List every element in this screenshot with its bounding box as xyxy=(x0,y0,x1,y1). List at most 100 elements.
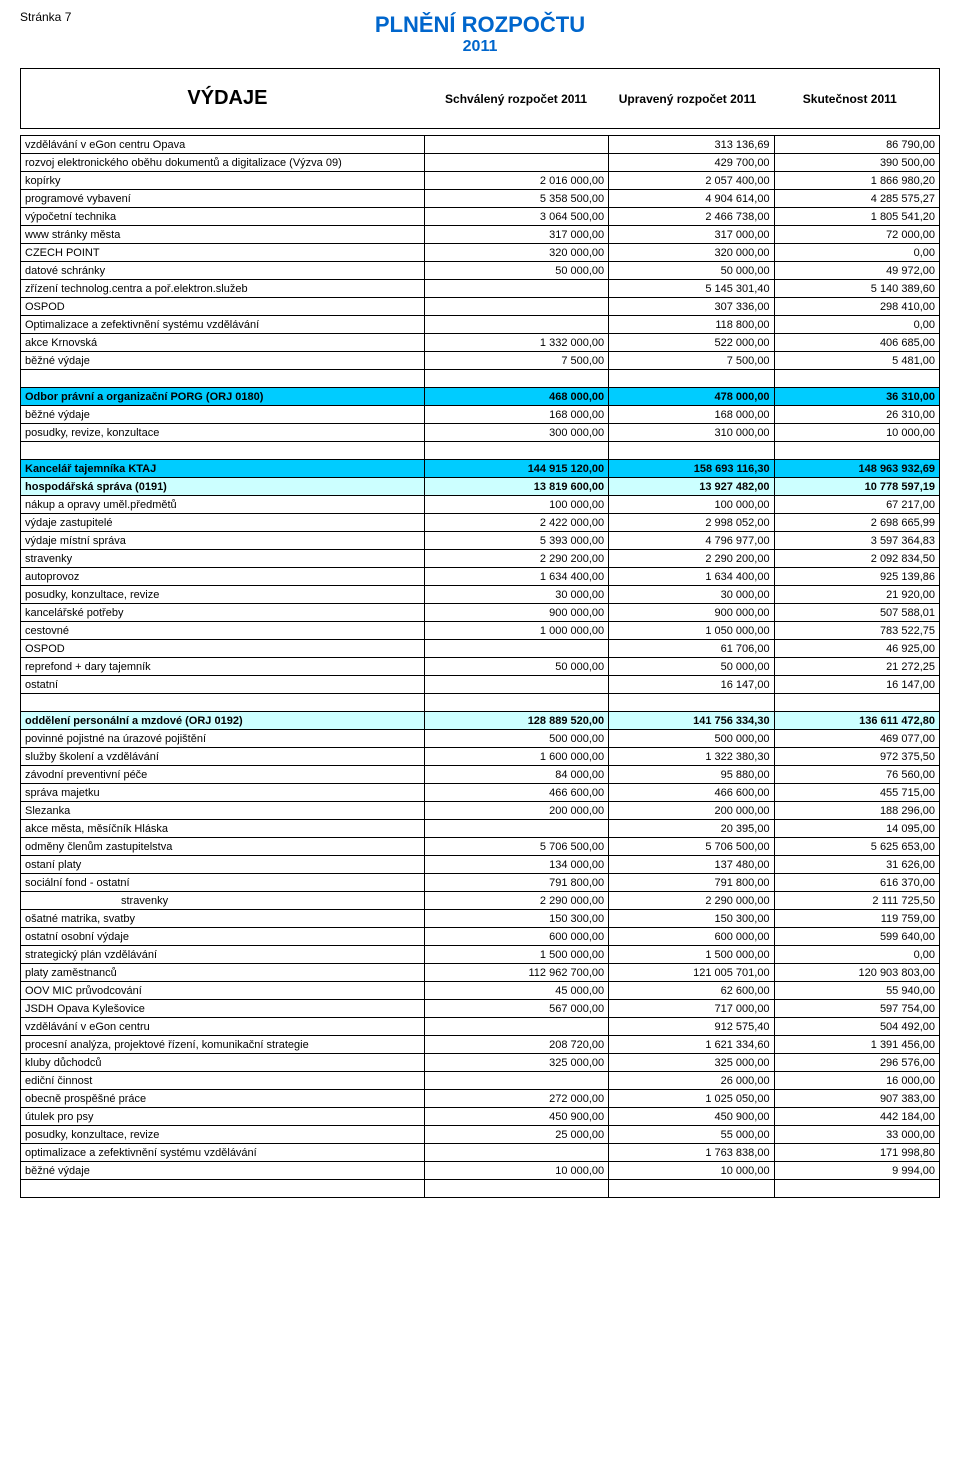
header-schvaleny: Schválený rozpočet 2011 xyxy=(426,87,606,110)
row-label: zřízení technolog.centra a poř.elektron.… xyxy=(21,280,425,298)
table-row xyxy=(21,1180,940,1198)
row-label: Slezanka xyxy=(21,802,425,820)
table-row: ediční činnost26 000,0016 000,00 xyxy=(21,1072,940,1090)
row-label: strategický plán vzdělávání xyxy=(21,946,425,964)
row-col1: 150 300,00 xyxy=(425,910,609,928)
table-row: výdaje zastupitelé2 422 000,002 998 052,… xyxy=(21,514,940,532)
row-col3: 455 715,00 xyxy=(774,784,939,802)
row-col2: 137 480,00 xyxy=(609,856,774,874)
table-row: CZECH POINT320 000,00320 000,000,00 xyxy=(21,244,940,262)
table-row: posudky, konzultace, revize30 000,0030 0… xyxy=(21,586,940,604)
row-col1: 200 000,00 xyxy=(425,802,609,820)
table-row: JSDH Opava Kylešovice567 000,00717 000,0… xyxy=(21,1000,940,1018)
row-col3: 504 492,00 xyxy=(774,1018,939,1036)
row-col1 xyxy=(425,640,609,658)
row-col2: 1 050 000,00 xyxy=(609,622,774,640)
table-row: reprefond + dary tajemník50 000,0050 000… xyxy=(21,658,940,676)
row-col1: 1 600 000,00 xyxy=(425,748,609,766)
row-col1: 128 889 520,00 xyxy=(425,712,609,730)
row-col1 xyxy=(425,820,609,838)
row-col2: 522 000,00 xyxy=(609,334,774,352)
table-row: akce Krnovská1 332 000,00522 000,00406 6… xyxy=(21,334,940,352)
row-col3: 296 576,00 xyxy=(774,1054,939,1072)
row-col1 xyxy=(425,1072,609,1090)
row-col3: 4 285 575,27 xyxy=(774,190,939,208)
row-col3: 86 790,00 xyxy=(774,136,939,154)
table-row: služby školení a vzdělávání1 600 000,001… xyxy=(21,748,940,766)
row-col2: 2 057 400,00 xyxy=(609,172,774,190)
row-col2: 100 000,00 xyxy=(609,496,774,514)
table-row: zřízení technolog.centra a poř.elektron.… xyxy=(21,280,940,298)
row-label: Optimalizace a zefektivnění systému vzdě… xyxy=(21,316,425,334)
row-label: kluby důchodců xyxy=(21,1054,425,1072)
row-col2: 10 000,00 xyxy=(609,1162,774,1180)
row-col2: 320 000,00 xyxy=(609,244,774,262)
row-col3: 5 481,00 xyxy=(774,352,939,370)
row-label: ostatní osobní výdaje xyxy=(21,928,425,946)
row-col1: 1 000 000,00 xyxy=(425,622,609,640)
row-col1: 320 000,00 xyxy=(425,244,609,262)
row-label: hospodářská správa (0191) xyxy=(21,478,425,496)
row-col3: 0,00 xyxy=(774,316,939,334)
row-col3: 31 626,00 xyxy=(774,856,939,874)
row-col1 xyxy=(425,136,609,154)
row-col2: 62 600,00 xyxy=(609,982,774,1000)
row-col2: 429 700,00 xyxy=(609,154,774,172)
table-row: správa majetku466 600,00466 600,00455 71… xyxy=(21,784,940,802)
row-col1: 5 358 500,00 xyxy=(425,190,609,208)
row-col2: 5 706 500,00 xyxy=(609,838,774,856)
row-col2: 307 336,00 xyxy=(609,298,774,316)
table-row: hospodářská správa (0191)13 819 600,0013… xyxy=(21,478,940,496)
row-col3: 26 310,00 xyxy=(774,406,939,424)
table-row: stravenky2 290 200,002 290 200,002 092 8… xyxy=(21,550,940,568)
row-label: kancelářské potřeby xyxy=(21,604,425,622)
table-row: strategický plán vzdělávání1 500 000,001… xyxy=(21,946,940,964)
row-col3: 442 184,00 xyxy=(774,1108,939,1126)
row-col1: 13 819 600,00 xyxy=(425,478,609,496)
table-row: obecně prospěšné práce272 000,001 025 05… xyxy=(21,1090,940,1108)
row-label: posudky, konzultace, revize xyxy=(21,1126,425,1144)
row-col2: 2 290 000,00 xyxy=(609,892,774,910)
row-label: posudky, konzultace, revize xyxy=(21,586,425,604)
row-col1: 168 000,00 xyxy=(425,406,609,424)
row-col2: 26 000,00 xyxy=(609,1072,774,1090)
row-col2: 141 756 334,30 xyxy=(609,712,774,730)
row-col3: 507 588,01 xyxy=(774,604,939,622)
row-col3: 1 866 980,20 xyxy=(774,172,939,190)
row-col1: 2 016 000,00 xyxy=(425,172,609,190)
table-row: vzdělávání v eGon centru912 575,40504 49… xyxy=(21,1018,940,1036)
table-row: posudky, konzultace, revize25 000,0055 0… xyxy=(21,1126,940,1144)
row-col3: 1 391 456,00 xyxy=(774,1036,939,1054)
row-label: sociální fond - ostatní xyxy=(21,874,425,892)
row-label: posudky, revize, konzultace xyxy=(21,424,425,442)
row-col2: 450 900,00 xyxy=(609,1108,774,1126)
table-row: Optimalizace a zefektivnění systému vzdě… xyxy=(21,316,940,334)
row-col3: 0,00 xyxy=(774,244,939,262)
row-col2: 5 145 301,40 xyxy=(609,280,774,298)
table-row: odměny členům zastupitelstva5 706 500,00… xyxy=(21,838,940,856)
row-label: vzdělávání v eGon centru xyxy=(21,1018,425,1036)
row-col3: 5 625 653,00 xyxy=(774,838,939,856)
row-col1: 5 706 500,00 xyxy=(425,838,609,856)
row-col1: 600 000,00 xyxy=(425,928,609,946)
row-col2: 791 800,00 xyxy=(609,874,774,892)
row-col2: 1 500 000,00 xyxy=(609,946,774,964)
row-col2: 1 025 050,00 xyxy=(609,1090,774,1108)
row-col2: 313 136,69 xyxy=(609,136,774,154)
table-row: ošatné matrika, svatby150 300,00150 300,… xyxy=(21,910,940,928)
row-col2: 310 000,00 xyxy=(609,424,774,442)
row-col3: 925 139,86 xyxy=(774,568,939,586)
table-row: optimalizace a zefektivnění systému vzdě… xyxy=(21,1144,940,1162)
row-col1: 30 000,00 xyxy=(425,586,609,604)
page-subtitle: 2011 xyxy=(20,38,940,56)
row-label: cestovné xyxy=(21,622,425,640)
row-col3: 67 217,00 xyxy=(774,496,939,514)
page-title: PLNĚNÍ ROZPOČTU xyxy=(20,12,940,38)
row-col2: 55 000,00 xyxy=(609,1126,774,1144)
table-row: vzdělávání v eGon centru Opava313 136,69… xyxy=(21,136,940,154)
table-row: Slezanka200 000,00200 000,00188 296,00 xyxy=(21,802,940,820)
row-col3: 469 077,00 xyxy=(774,730,939,748)
row-col3: 1 805 541,20 xyxy=(774,208,939,226)
row-col2: 1 322 380,30 xyxy=(609,748,774,766)
table-row: OSPOD61 706,0046 925,00 xyxy=(21,640,940,658)
